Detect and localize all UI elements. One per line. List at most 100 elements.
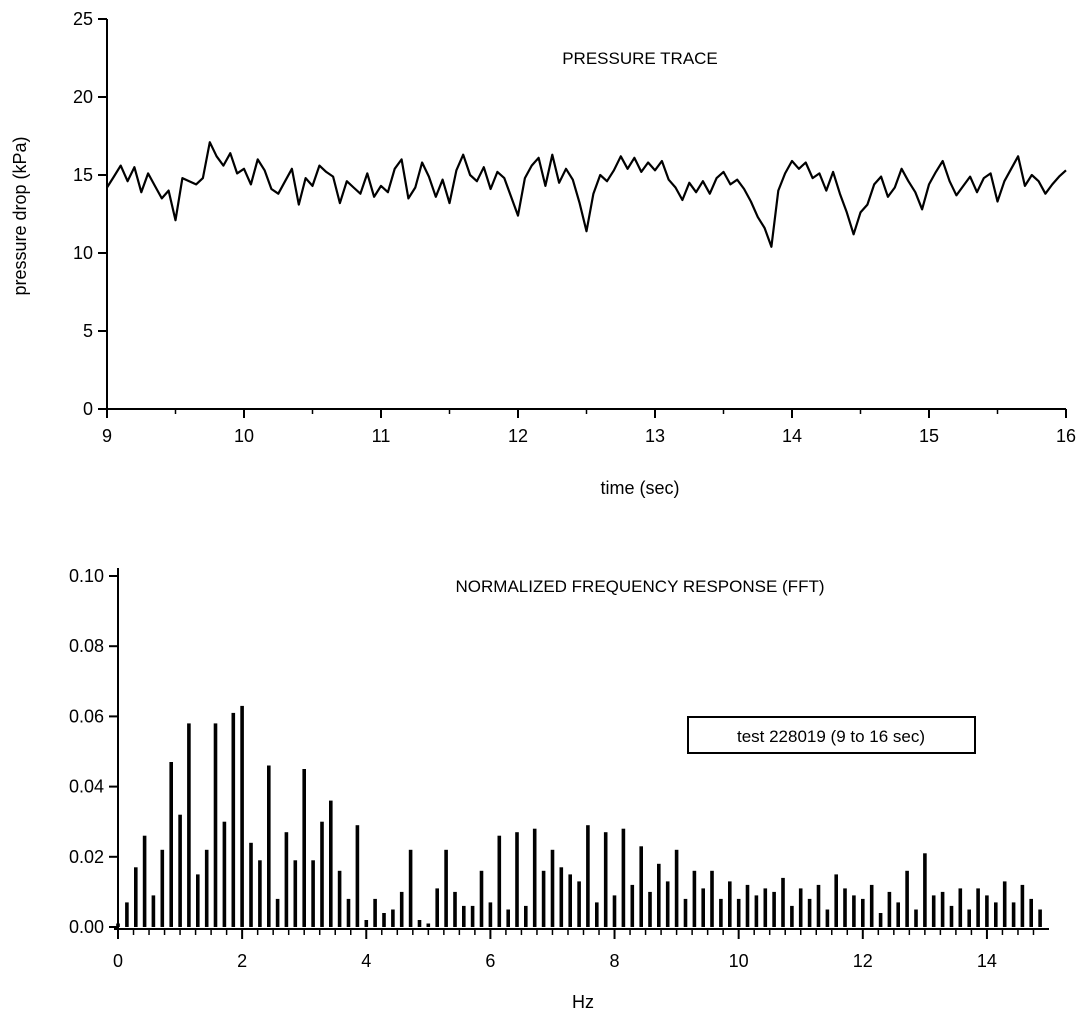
- fft-bar: [586, 825, 590, 927]
- fft-bar: [674, 849, 679, 927]
- fft-bar: [408, 849, 413, 927]
- fft-bar: [417, 920, 422, 927]
- fft-bar: [497, 835, 502, 927]
- pressure-x-tick-label: 11: [372, 426, 391, 446]
- pressure-x-tick-label: 9: [102, 426, 112, 446]
- pressure-y-tick-label: 5: [83, 321, 93, 341]
- pressure-x-tick-label: 15: [919, 426, 939, 446]
- fft-y-tick-label: 0.00: [69, 917, 104, 937]
- fft-bar: [524, 905, 528, 927]
- fft-bar: [550, 849, 555, 927]
- fft-bar: [470, 905, 475, 927]
- fft-bar: [462, 905, 466, 927]
- fft-bar: [399, 891, 404, 927]
- fft-bar: [559, 867, 564, 927]
- fft-bar: [1038, 909, 1042, 927]
- fft-bar: [940, 891, 945, 927]
- fft-bar: [142, 835, 147, 927]
- fft-chart: NORMALIZED FREQUENCY RESPONSE (FFT) Hz 0…: [69, 566, 1049, 1012]
- fft-bar: [994, 902, 998, 927]
- fft-bar: [657, 863, 661, 927]
- fft-x-tick-label: 10: [729, 951, 749, 971]
- fft-bar: [852, 895, 856, 927]
- fft-bar: [807, 898, 812, 927]
- fft-bar: [346, 898, 351, 927]
- legend-text: test 228019 (9 to 16 sec): [737, 727, 925, 746]
- fft-bar: [355, 825, 360, 927]
- fft-bar: [187, 723, 191, 927]
- fft-bar: [985, 895, 989, 927]
- pressure-x-axis-label: time (sec): [600, 478, 679, 498]
- fft-bar: [843, 888, 847, 927]
- fft-legend: test 228019 (9 to 16 sec): [687, 716, 976, 754]
- fft-bar: [665, 881, 670, 927]
- fft-bar: [196, 874, 200, 927]
- fft-bar: [949, 905, 954, 927]
- fft-bar: [151, 895, 156, 927]
- fft-bar: [861, 898, 865, 927]
- fft-bar: [577, 881, 581, 927]
- fft-bar: [683, 898, 688, 927]
- fft-bar: [311, 860, 315, 927]
- fft-bar: [834, 874, 838, 927]
- fft-bar: [1029, 898, 1033, 927]
- fft-bar: [222, 821, 227, 927]
- fft-x-tick-label: 0: [113, 951, 123, 971]
- fft-bar: [382, 913, 386, 927]
- fft-bar: [976, 888, 980, 927]
- fft-bar: [541, 870, 546, 927]
- fft-bar: [293, 860, 298, 927]
- fft-bar: [896, 902, 900, 927]
- fft-bar: [267, 765, 271, 927]
- fft-bar: [825, 909, 830, 927]
- fft-bar: [1020, 884, 1025, 927]
- fft-bar: [595, 902, 599, 927]
- fft-bar: [1002, 881, 1007, 927]
- legend-box: [687, 716, 976, 754]
- fft-x-tick-label: 6: [485, 951, 495, 971]
- fft-bar: [426, 923, 431, 927]
- pressure-y-tick-label: 20: [73, 87, 93, 107]
- fft-bar: [116, 923, 120, 927]
- fft-bar: [754, 895, 759, 927]
- fft-bar: [329, 800, 333, 927]
- fft-bar: [692, 870, 697, 927]
- fft-bar: [958, 888, 963, 927]
- fft-bar: [923, 853, 927, 927]
- pressure-x-tick-label: 16: [1056, 426, 1076, 446]
- fft-bar: [736, 898, 741, 927]
- fft-bar: [878, 913, 883, 927]
- pressure-x-tick-label: 12: [508, 426, 528, 446]
- fft-bar: [710, 870, 714, 927]
- fft-bar: [905, 870, 909, 927]
- fft-bar: [391, 909, 395, 927]
- fft-bar: [169, 762, 173, 927]
- fft-bar: [160, 849, 165, 927]
- fft-bar: [479, 870, 484, 927]
- fft-bar: [719, 898, 723, 927]
- fft-bar: [231, 712, 236, 927]
- fft-y-tick-label: 0.02: [69, 847, 104, 867]
- fft-x-tick-label: 4: [361, 951, 371, 971]
- fft-bar: [134, 867, 138, 927]
- pressure-y-tick-label: 25: [73, 9, 93, 29]
- pressure-y-tick-label: 15: [73, 165, 93, 185]
- pressure-x-tick-label: 13: [645, 426, 665, 446]
- fft-bar: [816, 884, 821, 927]
- fft-chart-title: NORMALIZED FREQUENCY RESPONSE (FFT): [456, 577, 825, 596]
- fft-bar: [453, 891, 457, 927]
- fft-bar: [515, 832, 519, 927]
- pressure-y-tick-label: 0: [83, 399, 93, 419]
- pressure-y-axis-label: pressure drop (kPa): [10, 136, 30, 295]
- fft-bar: [204, 849, 209, 927]
- fft-bar: [763, 888, 768, 927]
- fft-bar: [240, 705, 244, 927]
- fft-bar: [648, 891, 652, 927]
- pressure-trace-chart: PRESSURE TRACE time (sec) pressure drop …: [10, 9, 1076, 498]
- fft-bar: [444, 849, 448, 927]
- fft-bar: [337, 870, 342, 927]
- fft-bar: [887, 891, 892, 927]
- pressure-y-tick-label: 10: [73, 243, 93, 263]
- fft-bar: [621, 828, 626, 927]
